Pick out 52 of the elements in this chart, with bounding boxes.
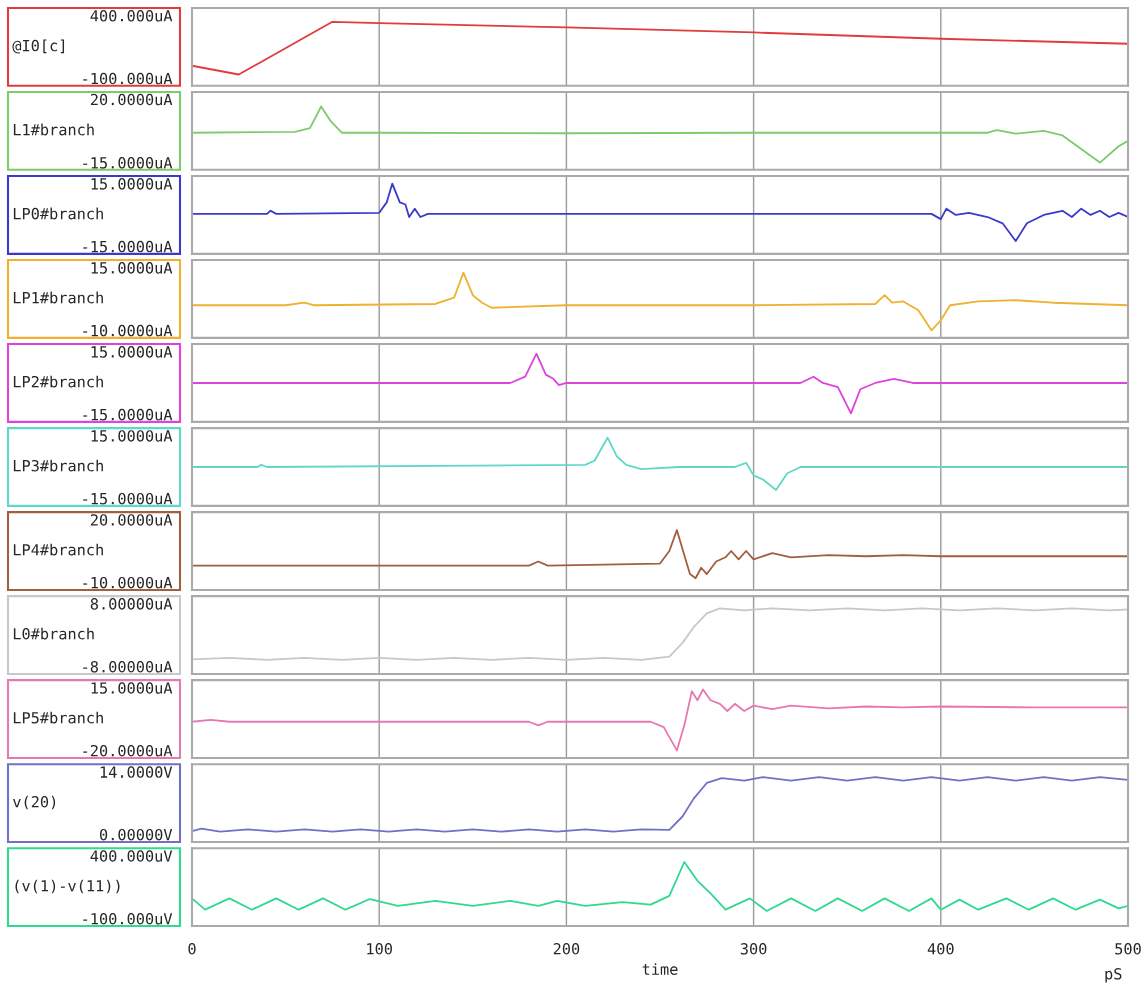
- line-series: [192, 776, 1128, 833]
- x-tick-label: 500: [1115, 943, 1141, 955]
- y-tick-label: -100.000uV: [83, 912, 173, 925]
- y-axis-title: L1#branch: [13, 123, 94, 136]
- x-tick-label: 0: [188, 943, 196, 955]
- y-tick-label: -100.000uA: [83, 72, 173, 85]
- y-tick-label: -15.0000uA: [83, 408, 173, 421]
- line-series: [192, 529, 1128, 580]
- y-tick-label: 15.0000uA: [91, 430, 173, 442]
- y-axis-title: LP3#branch: [13, 459, 103, 472]
- line-series: [192, 861, 1128, 912]
- x-axis-title: time: [642, 963, 678, 975]
- y-tick-label: 15.0000uA: [91, 682, 173, 694]
- line-series: [192, 352, 1128, 415]
- line-series: [192, 436, 1128, 491]
- line-series: [192, 271, 1128, 332]
- y-tick-label: -15.0000uA: [83, 157, 173, 169]
- y-tick-label: 15.0000uA: [91, 346, 173, 358]
- line-series: [192, 20, 1128, 76]
- x-tick-label: 100: [367, 943, 393, 955]
- y-tick-label: -10.0000uA: [83, 576, 173, 589]
- y-axis-title: LP5#branch: [13, 711, 103, 724]
- y-tick-label: -15.0000uA: [83, 240, 173, 253]
- y-tick-label: 8.00000uA: [90, 598, 173, 610]
- y-tick-label: -20.0000uA: [83, 744, 173, 757]
- y-axis-title: v(20): [13, 795, 56, 810]
- text: pS: [1105, 968, 1122, 983]
- y-axis-title: LP1#branch: [13, 291, 103, 304]
- x-tick-label: 200: [553, 943, 580, 955]
- y-axis-title: @I0[c]: [12, 39, 65, 54]
- y-axis-title: LP2#branch: [13, 375, 103, 388]
- y-axis-title: LP0#branch: [13, 207, 103, 220]
- y-tick-label: 20.0000uA: [90, 93, 173, 106]
- y-tick-label: 15.0000uA: [91, 262, 173, 274]
- y-axis-title: (v(1)-v(11)): [15, 879, 120, 894]
- y-tick-label: 15.0000uA: [91, 178, 173, 190]
- y-tick-label: 400.000uV: [90, 850, 173, 862]
- x-tick-label: 300: [740, 943, 767, 955]
- line-series: [192, 182, 1128, 242]
- line-series: [192, 688, 1128, 752]
- y-axis-title: L0#branch: [13, 627, 94, 640]
- y-tick-label: 14.0000V: [100, 766, 173, 778]
- line-series: [192, 607, 1128, 661]
- y-tick-label: 400.000uA: [90, 10, 173, 22]
- y-tick-label: 0.00000V: [99, 828, 173, 841]
- line-series: [192, 105, 1128, 164]
- y-tick-label: -8.00000uA: [83, 660, 173, 673]
- y-tick-label: -10.0000uA: [83, 324, 173, 337]
- y-tick-label: -15.0000uA: [83, 492, 173, 505]
- y-tick-label: 20.0000uA: [90, 514, 173, 526]
- y-axis-title: LP4#branch: [13, 543, 103, 556]
- x-tick-label: 400: [927, 943, 954, 955]
